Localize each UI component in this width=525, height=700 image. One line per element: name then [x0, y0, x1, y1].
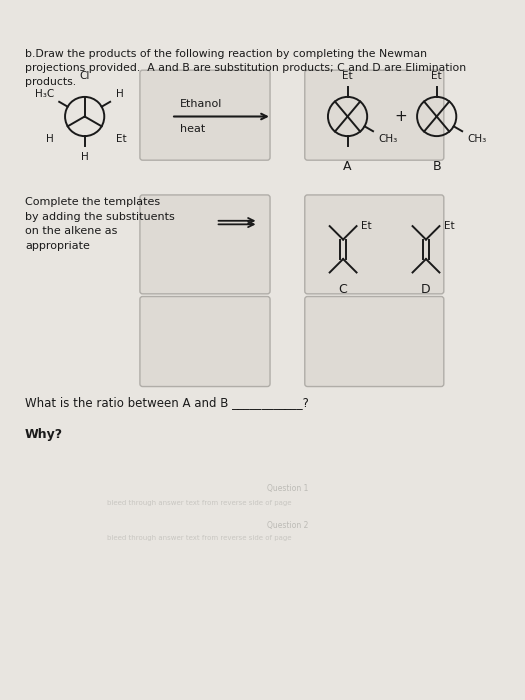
FancyBboxPatch shape — [140, 195, 270, 294]
Text: heat: heat — [180, 124, 205, 134]
Text: Why?: Why? — [25, 428, 63, 442]
Text: H: H — [46, 134, 54, 144]
Text: b.Draw the products of the following reaction by completing the Newman
projectio: b.Draw the products of the following rea… — [25, 49, 466, 87]
Text: Question 2: Question 2 — [267, 521, 309, 530]
Text: Et: Et — [342, 71, 353, 81]
FancyBboxPatch shape — [305, 297, 444, 386]
Text: H₃C: H₃C — [35, 89, 54, 99]
FancyBboxPatch shape — [140, 297, 270, 386]
FancyBboxPatch shape — [140, 70, 270, 160]
FancyBboxPatch shape — [305, 195, 444, 294]
Text: B: B — [433, 160, 441, 173]
Text: Ethanol: Ethanol — [180, 99, 223, 109]
Text: bleed through answer text from reverse side of page: bleed through answer text from reverse s… — [107, 500, 291, 505]
Text: Et: Et — [361, 221, 372, 231]
Text: Question 1: Question 1 — [267, 484, 309, 493]
Text: A: A — [343, 160, 352, 173]
Text: CH₃: CH₃ — [379, 134, 398, 144]
Text: Complete the templates
by adding the substituents
on the alkene as
appropriate: Complete the templates by adding the sub… — [25, 197, 175, 251]
Text: Et: Et — [444, 221, 455, 231]
Text: bleed through answer text from reverse side of page: bleed through answer text from reverse s… — [107, 536, 291, 541]
Text: H: H — [116, 89, 123, 99]
Text: CH₃: CH₃ — [468, 134, 487, 144]
FancyBboxPatch shape — [305, 70, 444, 160]
Text: What is the ratio between A and B ____________?: What is the ratio between A and B ______… — [25, 396, 309, 410]
Text: Et: Et — [116, 134, 126, 144]
Text: H: H — [81, 152, 89, 162]
Text: C: C — [339, 283, 348, 296]
Text: Cl: Cl — [79, 71, 90, 81]
Text: Et: Et — [432, 71, 442, 81]
Text: +: + — [395, 109, 407, 124]
Text: D: D — [421, 283, 431, 296]
